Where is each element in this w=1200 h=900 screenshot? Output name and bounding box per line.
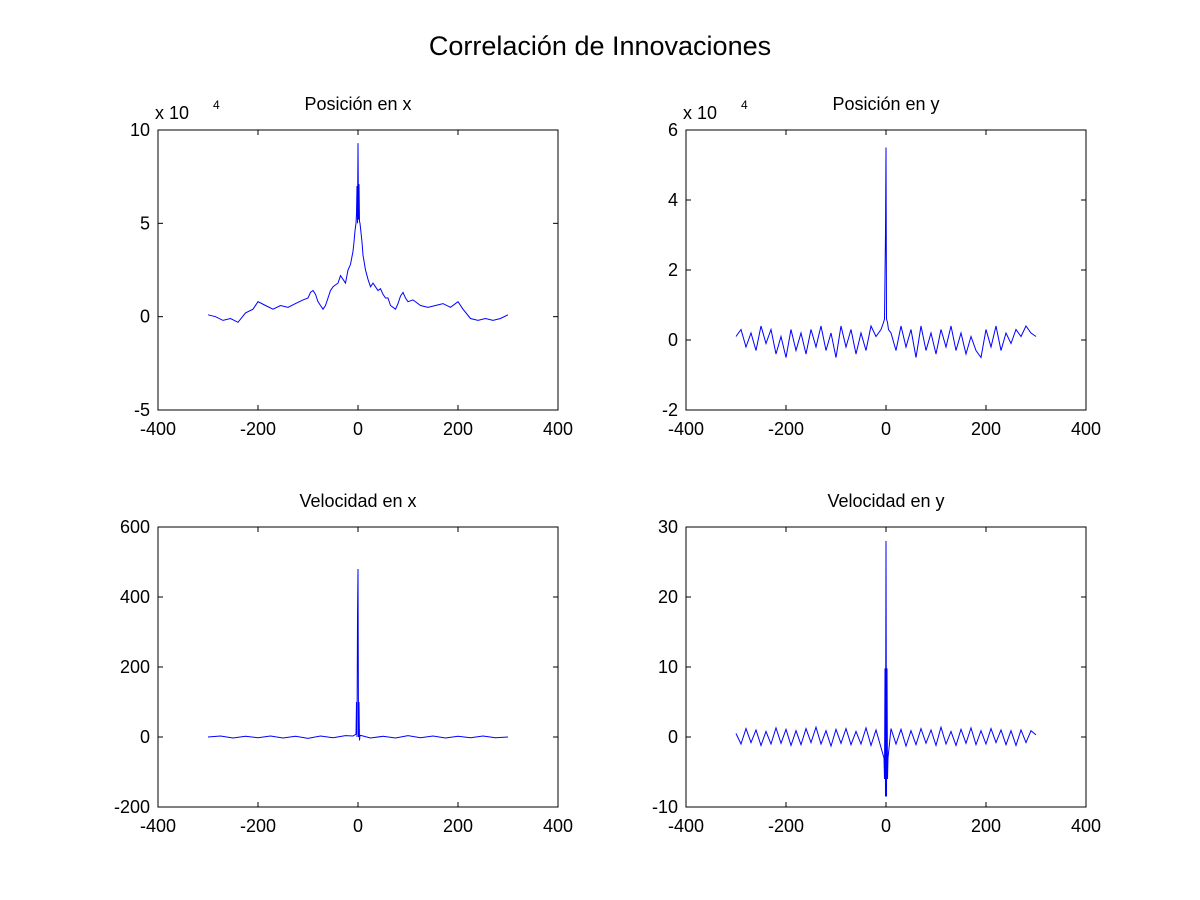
axis-multiplier-exponent: 4 xyxy=(741,98,748,112)
y-tick-label: -2 xyxy=(662,400,678,420)
x-tick-label: 400 xyxy=(1071,419,1101,439)
y-tick-label: 10 xyxy=(130,120,150,140)
series-line xyxy=(207,143,509,323)
x-tick-label: 200 xyxy=(971,816,1001,836)
x-tick-label: -400 xyxy=(140,816,176,836)
y-tick-label: 0 xyxy=(668,727,678,747)
series-line xyxy=(735,540,1037,797)
x-tick-label: 200 xyxy=(443,419,473,439)
x-tick-label: 200 xyxy=(443,816,473,836)
x-tick-label: 400 xyxy=(543,816,573,836)
y-tick-label: 5 xyxy=(140,213,150,233)
x-tick-label: -200 xyxy=(240,419,276,439)
y-tick-label: 200 xyxy=(120,657,150,677)
axis-multiplier-exponent: 4 xyxy=(213,98,220,112)
x-tick-label: 400 xyxy=(1071,816,1101,836)
x-tick-label: -400 xyxy=(668,419,704,439)
x-tick-label: -400 xyxy=(140,419,176,439)
y-tick-label: 30 xyxy=(658,517,678,537)
subplot-title: Posición en x xyxy=(304,94,411,114)
y-tick-label: 10 xyxy=(658,657,678,677)
series-line xyxy=(207,568,509,741)
subplot-title: Posición en y xyxy=(832,94,939,114)
axis-multiplier: x 10 xyxy=(683,103,717,123)
subplot-posicion-x: -400 -200 0 200 400 -5 0 5 10 Posición en x x 10 4 xyxy=(130,94,573,439)
y-tick-label: -5 xyxy=(134,400,150,420)
y-tick-label: -200 xyxy=(114,797,150,817)
x-tick-label: 0 xyxy=(353,419,363,439)
y-tick-label: 2 xyxy=(668,260,678,280)
y-tick-label: 6 xyxy=(668,120,678,140)
y-tick-label: 600 xyxy=(120,517,150,537)
x-tick-label: 0 xyxy=(881,816,891,836)
x-tick-label: 0 xyxy=(881,419,891,439)
series-line xyxy=(735,147,1037,359)
x-tick-label: -200 xyxy=(240,816,276,836)
y-tick-label: 0 xyxy=(140,727,150,747)
y-tick-label: 0 xyxy=(140,307,150,327)
x-tick-label: -200 xyxy=(768,816,804,836)
subplot-velocidad-y: -400 -200 0 200 400 -10 0 10 20 30 Velocidad en y xyxy=(652,491,1101,836)
y-tick-label: 0 xyxy=(668,330,678,350)
x-tick-label: -400 xyxy=(668,816,704,836)
subplot-posicion-y: -400 -200 0 200 400 -2 0 2 4 6 Posición en y x 10 4 xyxy=(662,94,1101,439)
subplot-title: Velocidad en y xyxy=(827,491,944,511)
x-tick-label: 0 xyxy=(353,816,363,836)
x-tick-label: -200 xyxy=(768,419,804,439)
x-tick-label: 400 xyxy=(543,419,573,439)
subplot-title: Velocidad en x xyxy=(299,491,416,511)
y-tick-label: -10 xyxy=(652,797,678,817)
y-tick-label: 400 xyxy=(120,587,150,607)
figure-title: Correlación de Innovaciones xyxy=(429,31,771,61)
x-tick-label: 200 xyxy=(971,419,1001,439)
y-tick-label: 4 xyxy=(668,190,678,210)
y-tick-label: 20 xyxy=(658,587,678,607)
axis-multiplier: x 10 xyxy=(155,103,189,123)
